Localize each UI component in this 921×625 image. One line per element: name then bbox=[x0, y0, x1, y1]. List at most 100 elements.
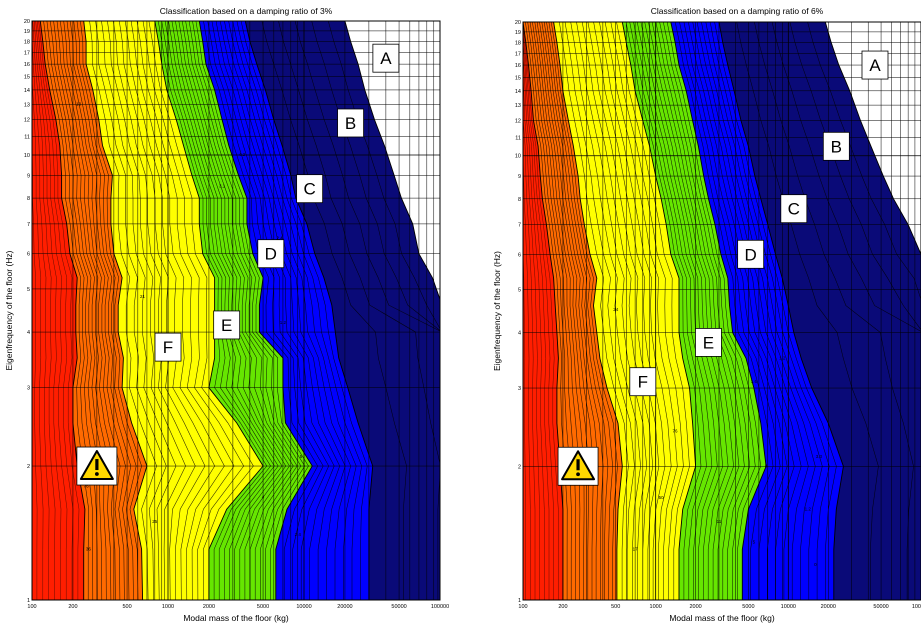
contour-label: 1.6 bbox=[751, 379, 758, 384]
plot-frame bbox=[522, 21, 921, 601]
contour-label: 21 bbox=[140, 294, 146, 299]
plot-area: 76 50 17 11 5 8 1.2 3.3 0 1.2 1.6 24 bbox=[523, 22, 921, 600]
x-tick-label: 1000 bbox=[162, 604, 174, 610]
contour-line bbox=[714, 22, 837, 600]
y-tick-label: 19 bbox=[24, 29, 30, 35]
contour-line bbox=[224, 21, 346, 600]
contour-line bbox=[76, 21, 137, 600]
contour-line bbox=[644, 22, 729, 600]
y-tick-label: 8 bbox=[518, 197, 521, 203]
y-tick-label: 13 bbox=[515, 103, 521, 109]
y-tick-label: 1 bbox=[27, 598, 30, 604]
contour-line bbox=[599, 22, 672, 600]
contour-line bbox=[130, 21, 225, 600]
class-label-e: E bbox=[221, 316, 232, 335]
contour-line bbox=[523, 31, 554, 600]
contour-line bbox=[113, 21, 196, 600]
contour-line bbox=[604, 22, 678, 600]
y-tick-label: 11 bbox=[24, 135, 30, 141]
contour-line bbox=[124, 21, 216, 600]
y-tick-label: 14 bbox=[515, 89, 521, 95]
contour-line bbox=[625, 22, 702, 600]
contour-line bbox=[709, 22, 830, 600]
contour-label: 1.2 bbox=[805, 507, 812, 512]
contour-line bbox=[550, 22, 618, 600]
contour-line bbox=[80, 21, 142, 600]
contour-label: 1.2 bbox=[779, 355, 786, 360]
contour-label: 3.1 bbox=[219, 184, 226, 189]
y-tick-label: 18 bbox=[24, 39, 30, 45]
class-label-f: F bbox=[638, 373, 648, 392]
x-tick-label: 20000 bbox=[821, 604, 836, 610]
warning-icon-bar bbox=[576, 459, 580, 471]
chart-damping-6pct: 76501711581.23.301.21.624Classification … bbox=[492, 6, 921, 623]
x-tick-label: 10000 bbox=[296, 604, 311, 610]
contour-line bbox=[663, 22, 756, 600]
contour-line bbox=[119, 21, 206, 600]
contour-line bbox=[807, 22, 921, 301]
contour-line bbox=[32, 74, 44, 600]
contour-line bbox=[164, 21, 275, 600]
contour-line bbox=[175, 21, 287, 600]
plot-area: 76 36 25 21 13 4.2 2.4 1.2 3.1 4 2.4 5 bbox=[32, 21, 440, 600]
y-axis-label: Eigenfrequency of the floor (Hz) bbox=[4, 250, 14, 370]
chart-title: Classification based on a damping ratio … bbox=[160, 6, 333, 16]
contour-label: 76 bbox=[673, 428, 679, 433]
contour-label: 4 bbox=[262, 495, 265, 500]
contour-label: 0 bbox=[814, 562, 817, 567]
contour-line bbox=[181, 21, 294, 600]
class-box-e bbox=[213, 310, 241, 340]
class-box-a bbox=[861, 50, 889, 80]
class-box-c bbox=[296, 174, 324, 204]
zone-class-D bbox=[622, 22, 767, 600]
contour-line bbox=[548, 22, 613, 600]
x-tick-label: 50000 bbox=[391, 604, 406, 610]
contour-label: 2.4 bbox=[276, 235, 283, 240]
contour-label: 5 bbox=[753, 539, 756, 544]
contour-line bbox=[593, 22, 666, 600]
y-tick-label: 3 bbox=[27, 386, 30, 392]
y-tick-label: 16 bbox=[515, 63, 521, 69]
contour-line bbox=[161, 21, 271, 600]
class-label-a: A bbox=[869, 56, 881, 75]
x-tick-label: 20000 bbox=[337, 604, 352, 610]
contour-line bbox=[35, 21, 68, 600]
contour-line bbox=[610, 22, 684, 600]
class-boundary bbox=[621, 22, 697, 600]
contour-label: 4.2 bbox=[239, 152, 246, 157]
class-box-f bbox=[154, 332, 182, 362]
warning-icon-bar bbox=[95, 459, 99, 471]
x-tick-label: 2000 bbox=[689, 604, 701, 610]
contour-line bbox=[32, 32, 50, 600]
contour-line bbox=[232, 21, 357, 600]
y-tick-label: 2 bbox=[518, 464, 521, 470]
y-tick-label: 4 bbox=[27, 330, 30, 336]
x-tick-label: 100000 bbox=[912, 604, 921, 610]
contour-label: 13 bbox=[76, 101, 82, 106]
zone-class-B bbox=[245, 21, 440, 600]
contour-line bbox=[789, 22, 921, 331]
y-tick-label: 12 bbox=[24, 118, 30, 124]
contour-line bbox=[219, 21, 340, 600]
contour-line bbox=[188, 21, 302, 600]
contour-line bbox=[576, 22, 647, 600]
contour-line bbox=[73, 21, 132, 600]
contour-line bbox=[564, 22, 635, 600]
zone-class-E bbox=[553, 22, 696, 600]
contour-line bbox=[38, 21, 80, 600]
contour-line bbox=[36, 21, 74, 600]
class-boundary bbox=[553, 22, 623, 600]
y-tick-label: 10 bbox=[515, 154, 521, 160]
y-tick-label: 5 bbox=[27, 287, 30, 293]
x-axis-label: Modal mass of the floor (kg) bbox=[183, 613, 289, 623]
contour-line bbox=[651, 22, 740, 600]
contour-line bbox=[95, 21, 167, 600]
contour-line bbox=[32, 21, 56, 600]
chart-title: Classification based on a damping ratio … bbox=[651, 6, 824, 16]
y-tick-label: 9 bbox=[27, 173, 30, 179]
contour-line bbox=[648, 22, 734, 600]
x-tick-label: 100 bbox=[518, 604, 527, 610]
y-tick-label: 19 bbox=[515, 30, 521, 36]
y-tick-label: 2 bbox=[27, 464, 30, 470]
contour-label: 76 bbox=[84, 484, 90, 489]
